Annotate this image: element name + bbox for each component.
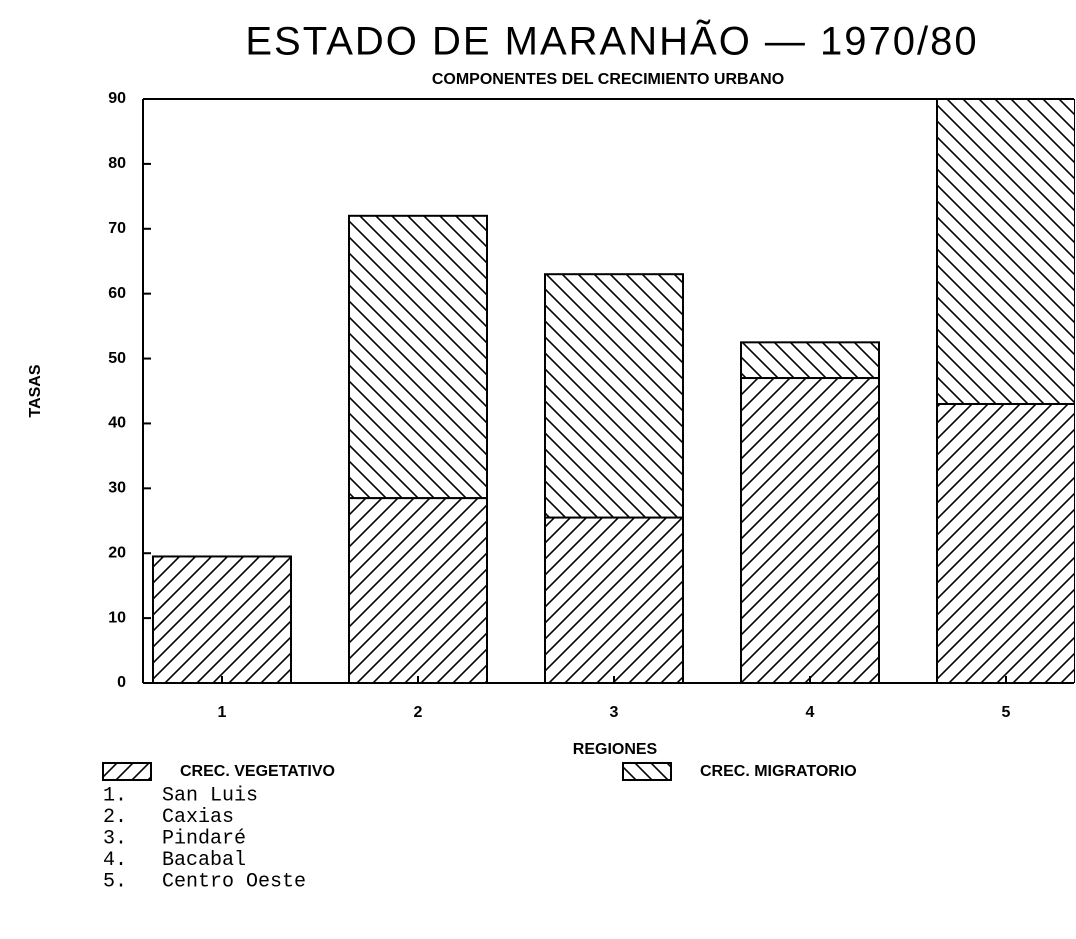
x-tick-label: 1 bbox=[218, 704, 227, 721]
x-tick-label: 5 bbox=[1002, 704, 1011, 721]
y-tick-label: 10 bbox=[108, 609, 126, 626]
y-tick-label: 70 bbox=[108, 220, 126, 237]
y-tick-label: 50 bbox=[108, 350, 126, 367]
bar-segment bbox=[740, 341, 880, 380]
note-number: 5. bbox=[103, 870, 127, 893]
region-notes: 1. San Luis 2. Caxias 3. Pindaré 4. Bacabal 5. Ce… bbox=[103, 784, 306, 893]
note-number: 2. bbox=[103, 806, 127, 829]
legend: CREC. VEGETATIVO CREC. MIGRATORIO bbox=[102, 762, 857, 781]
x-tick-label: 3 bbox=[610, 704, 619, 721]
note-number: 3. bbox=[103, 827, 127, 850]
bar-segment bbox=[936, 98, 1074, 405]
y-tick-label: 80 bbox=[108, 155, 126, 172]
legend-swatch bbox=[102, 762, 152, 781]
legend-label: CREC. MIGRATORIO bbox=[700, 763, 857, 780]
bar-segment bbox=[348, 497, 488, 685]
bar-segment bbox=[936, 402, 1074, 684]
y-tick-label: 60 bbox=[108, 285, 126, 302]
note-number: 4. bbox=[103, 849, 127, 872]
note-number: 1. bbox=[103, 784, 127, 807]
legend-label: CREC. VEGETATIVO bbox=[180, 763, 335, 780]
x-tick-label: 2 bbox=[414, 704, 423, 721]
y-tick-label: 20 bbox=[108, 544, 126, 561]
bar-segment bbox=[152, 555, 292, 685]
legend-swatch bbox=[622, 762, 672, 781]
chart-title: ESTADO DE MARANHÃO — 1970/80 bbox=[245, 19, 978, 64]
y-tick-label: 90 bbox=[108, 90, 126, 107]
chart-subtitle: COMPONENTES DEL CRECIMIENTO URBANO bbox=[432, 71, 784, 88]
y-tick-label: 0 bbox=[117, 674, 126, 691]
y-tick-label: 40 bbox=[108, 415, 126, 432]
bar-segment bbox=[544, 516, 684, 684]
note-name: Bacabal bbox=[162, 849, 246, 872]
plot-area bbox=[152, 98, 1074, 685]
x-axis-label: REGIONES bbox=[573, 741, 658, 758]
bar-segment bbox=[740, 377, 880, 684]
note-name: Centro Oeste bbox=[162, 870, 306, 893]
note-name: Pindaré bbox=[162, 827, 246, 850]
x-tick-label: 4 bbox=[806, 704, 815, 721]
bar-segment bbox=[348, 214, 488, 500]
y-tick-label: 30 bbox=[108, 480, 126, 497]
y-axis-label: TASAS bbox=[27, 364, 44, 417]
note-name: Caxias bbox=[162, 806, 234, 829]
bar-segment bbox=[544, 273, 684, 519]
note-name: San Luis bbox=[162, 784, 258, 807]
